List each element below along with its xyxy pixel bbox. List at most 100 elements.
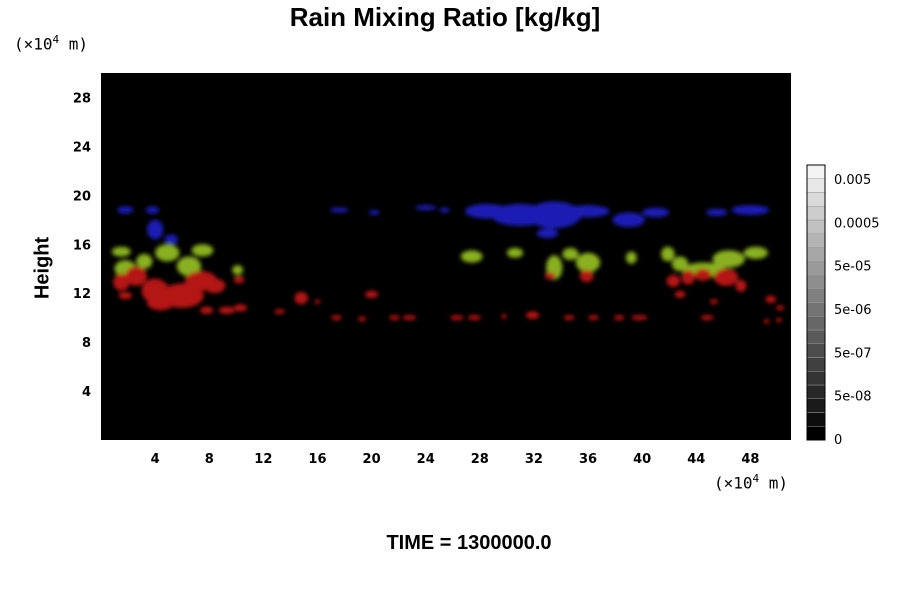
rain-blob <box>164 234 179 245</box>
rain-blob <box>661 246 675 262</box>
y-axis-unit: (×104 m) <box>14 33 88 53</box>
rain-blob <box>566 205 610 218</box>
y-tick-label: 28 <box>73 91 91 106</box>
rain-blob <box>544 272 556 280</box>
rain-blob <box>294 291 308 305</box>
rain-blob <box>136 254 153 269</box>
x-tick-label: 44 <box>687 452 705 467</box>
x-axis-ticks: 4 8 12 16 20 24 28 32 36 40 44 48 <box>151 452 760 467</box>
rain-blob <box>450 315 464 321</box>
colorbar-segment <box>806 371 826 386</box>
colorbar-segment <box>806 219 826 234</box>
rain-blob <box>218 306 235 314</box>
rain-blob <box>113 273 130 291</box>
colorbar-segment <box>806 274 826 289</box>
rain-blob <box>125 266 147 286</box>
x-tick-label: 20 <box>363 452 381 467</box>
rain-blob <box>203 278 226 294</box>
y-unit-base: (×10 <box>14 34 53 54</box>
colorbar-label: 0.005 <box>834 173 871 188</box>
rain-blob <box>563 315 575 321</box>
rain-blob <box>536 228 559 239</box>
rain-blob <box>501 313 507 319</box>
rain-blob <box>735 279 747 292</box>
colorbar <box>806 164 826 441</box>
rain-blob <box>776 305 785 311</box>
colorbar-label: 5e-08 <box>834 390 872 405</box>
chart-title: Rain Mixing Ratio [kg/kg] <box>289 2 601 32</box>
rain-blob <box>681 269 695 285</box>
x-tick-label: 40 <box>633 452 651 467</box>
rain-blob <box>111 246 131 257</box>
x-tick-label: 4 <box>151 452 160 467</box>
colorbar-label: 5e-07 <box>834 346 872 361</box>
colorbar-segment <box>806 288 826 303</box>
rain-blob <box>439 207 451 213</box>
rain-blob <box>145 206 160 214</box>
rain-blob <box>414 205 437 211</box>
rain-blob <box>117 206 134 214</box>
rain-blob <box>731 205 770 215</box>
rain-field <box>111 201 785 324</box>
rain-blob <box>743 246 769 259</box>
rain-blob <box>368 210 380 215</box>
rain-blob <box>562 247 579 261</box>
colorbar-segment <box>806 412 826 427</box>
rain-blob <box>233 304 248 312</box>
colorbar-segment <box>806 261 826 276</box>
colorbar-label: 5e-06 <box>834 303 872 318</box>
y-unit-exponent: 4 <box>52 33 60 46</box>
rain-blob <box>575 252 601 273</box>
rain-blob <box>765 295 777 303</box>
rain-blob <box>588 315 599 321</box>
rain-blob <box>612 212 645 228</box>
rain-blob <box>233 276 245 284</box>
colorbar-segment <box>806 357 826 372</box>
colorbar-segment <box>806 192 826 207</box>
colorbar-frame <box>806 164 826 441</box>
rain-blob <box>525 311 540 319</box>
y-tick-label: 12 <box>73 287 91 302</box>
rain-blob <box>155 244 180 262</box>
colorbar-segment <box>806 164 826 179</box>
colorbar-segment <box>806 247 826 262</box>
rain-blob <box>402 315 417 321</box>
rain-blob <box>389 315 400 321</box>
x-tick-label: 12 <box>254 452 272 467</box>
colorbar-segment <box>806 384 826 399</box>
colorbar-segment <box>806 426 826 441</box>
colorbar-segment <box>806 343 826 358</box>
x-unit-exponent: 4 <box>752 472 760 485</box>
rain-blob <box>712 250 745 268</box>
rain-blob <box>763 318 770 324</box>
rain-blob <box>631 315 648 321</box>
y-tick-label: 8 <box>82 336 91 351</box>
rain-blob <box>364 290 379 299</box>
rain-blob <box>527 201 582 229</box>
rain-blob <box>613 315 625 321</box>
x-tick-label: 48 <box>741 452 759 467</box>
x-tick-label: 32 <box>525 452 543 467</box>
colorbar-segment <box>806 329 826 344</box>
rain-blob <box>625 251 637 264</box>
rain-blob <box>674 290 686 299</box>
x-unit-suffix: m) <box>759 473 789 493</box>
rain-blob <box>506 247 524 258</box>
y-axis-ticks: 4 8 12 16 20 24 28 <box>73 91 91 400</box>
rain-blob <box>579 269 594 283</box>
colorbar-label: 0.0005 <box>834 216 880 231</box>
rain-blob <box>118 291 133 300</box>
x-tick-label: 28 <box>471 452 489 467</box>
rain-blob <box>666 274 681 288</box>
rain-blob <box>176 256 202 277</box>
colorbar-labels: 0 5e-08 5e-07 5e-06 5e-05 0.0005 0.005 <box>834 173 880 448</box>
rain-blob <box>358 316 367 322</box>
y-tick-label: 20 <box>73 189 91 204</box>
y-unit-suffix: m) <box>59 34 89 54</box>
time-label: TIME = 1300000.0 <box>386 532 552 554</box>
rain-blob <box>314 299 321 305</box>
rain-blob <box>776 317 782 323</box>
rain-blob <box>329 207 349 213</box>
colorbar-segment <box>806 233 826 248</box>
x-axis-unit: (×104 m) <box>714 472 788 492</box>
